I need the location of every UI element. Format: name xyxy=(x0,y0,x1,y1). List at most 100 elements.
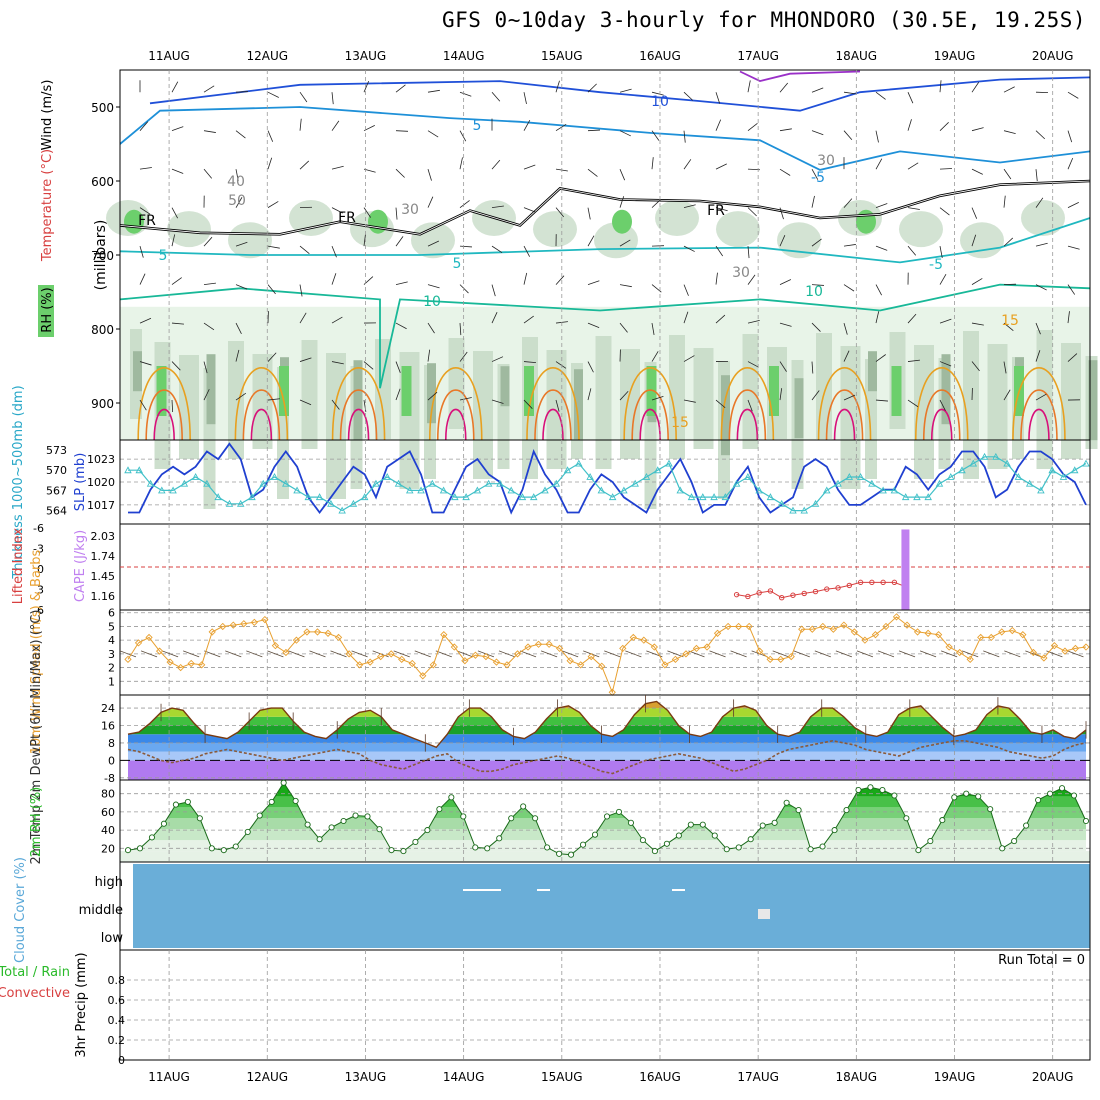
rh-shade-medium xyxy=(914,345,934,479)
precip-axis-label: 3hr Precip (mm) xyxy=(74,952,89,1057)
temp-contour-15 xyxy=(428,367,483,441)
rh2m-point xyxy=(723,846,730,853)
top-day-label: 19AUG xyxy=(934,49,976,63)
wind-barb xyxy=(1067,353,1078,362)
wind10-point xyxy=(829,625,837,633)
wind-barb xyxy=(363,207,372,218)
contour-label: 30 xyxy=(817,153,835,169)
wind10-point xyxy=(966,655,974,663)
rh-shade-medium xyxy=(179,355,199,459)
rh2m-point xyxy=(783,799,790,806)
wind10-point xyxy=(892,613,901,621)
wind-barb xyxy=(427,391,438,401)
wind10-point xyxy=(398,655,406,663)
wind10-point xyxy=(808,625,816,633)
wind10-point xyxy=(1040,654,1048,662)
rh2m-point xyxy=(687,821,694,828)
contour-label: -5 xyxy=(929,257,943,273)
temp2m-tick-label: -8 xyxy=(104,772,115,785)
thickness-point xyxy=(158,486,166,494)
precip-tick-label: 0.8 xyxy=(108,974,126,987)
wind-barb xyxy=(683,311,689,324)
wind-barb xyxy=(235,322,242,334)
wind10-barb xyxy=(793,650,810,658)
wind10-point xyxy=(724,622,732,631)
thickness-point xyxy=(586,473,594,480)
contour-label: 40 xyxy=(227,174,245,190)
chart-title: GFS 0~10day 3-hourly for MHONDORO (30.5E… xyxy=(441,8,1086,32)
temp-contour-15 xyxy=(623,367,677,441)
wind10-barb xyxy=(667,650,684,658)
wind-barb xyxy=(267,91,279,98)
wind-barb xyxy=(235,169,239,182)
rh2m-point xyxy=(903,815,910,822)
wind-barb xyxy=(491,159,501,170)
wind10-point xyxy=(545,640,553,648)
wind-barb xyxy=(395,388,401,401)
wind-legend-label: Wind (m/s) xyxy=(40,80,55,151)
wind10-point xyxy=(1029,648,1037,657)
thickness-point xyxy=(777,499,786,507)
wind-barb xyxy=(235,130,246,139)
wind-barb xyxy=(683,130,686,143)
cloud-level-label: high xyxy=(95,875,123,890)
slp-axis-label: SLP (mb) xyxy=(73,453,88,512)
wind10-barb xyxy=(919,650,937,658)
rh-shade-midlevel xyxy=(655,200,699,236)
wind-barb xyxy=(427,349,431,362)
temp-contour-25 xyxy=(1028,408,1050,441)
wind-barb xyxy=(1003,86,1015,93)
rh-shade-midlevel xyxy=(228,222,272,259)
wind10-point xyxy=(1019,631,1027,639)
wind-barb xyxy=(939,122,949,131)
wind-barb xyxy=(939,168,953,170)
thickness-point xyxy=(270,473,279,480)
wind-barb xyxy=(267,352,277,362)
wind-barb xyxy=(843,284,855,292)
temp-contour-25 xyxy=(930,408,953,441)
thickness-point xyxy=(315,493,324,501)
wind10-point xyxy=(1008,626,1016,635)
wind10-point xyxy=(292,636,301,644)
rh2m-point xyxy=(352,812,359,819)
rh-shade-medium xyxy=(987,344,1008,469)
wind10-barb xyxy=(414,650,431,658)
wind10-point xyxy=(345,650,353,658)
wind-barb xyxy=(171,126,184,132)
thickness-point xyxy=(180,479,189,487)
wind-barb xyxy=(651,395,664,401)
rh2m-point xyxy=(580,841,587,848)
thickness-point xyxy=(428,479,437,487)
thickness-point xyxy=(653,466,662,474)
rh-shade-midlevel xyxy=(1021,200,1065,236)
thickness-point xyxy=(541,486,549,494)
temp-contour-15 xyxy=(526,367,580,441)
wind10-barb xyxy=(393,650,410,658)
rh-shade-high xyxy=(1088,360,1098,441)
wind-barb xyxy=(779,279,792,285)
wind-barb xyxy=(203,85,215,93)
wind10-point xyxy=(461,657,469,665)
top-day-label: 17AUG xyxy=(737,49,779,63)
wind-barb xyxy=(747,361,759,368)
thickness-point xyxy=(823,486,831,494)
thickness-point xyxy=(304,493,313,501)
wind-barb xyxy=(683,204,696,209)
rh2m-point xyxy=(244,828,251,835)
wind-barb xyxy=(235,197,243,208)
wind-barb xyxy=(875,284,882,296)
rh2m-point xyxy=(460,813,467,820)
rh2m-point xyxy=(400,848,407,855)
thickness-point xyxy=(1025,479,1034,487)
thickness-axis-label: Thickness 1000~500mb (dm) xyxy=(11,385,26,579)
wind-barb xyxy=(939,80,942,93)
thickness-point xyxy=(236,499,245,507)
wind10-point xyxy=(819,622,827,631)
wind10-point xyxy=(503,661,511,669)
contour-label: FR xyxy=(138,213,156,229)
wind10-tick-label: 1 xyxy=(108,675,115,688)
wind-barb xyxy=(875,158,883,170)
rh2m-point xyxy=(448,794,455,801)
wind10-point xyxy=(934,631,943,639)
